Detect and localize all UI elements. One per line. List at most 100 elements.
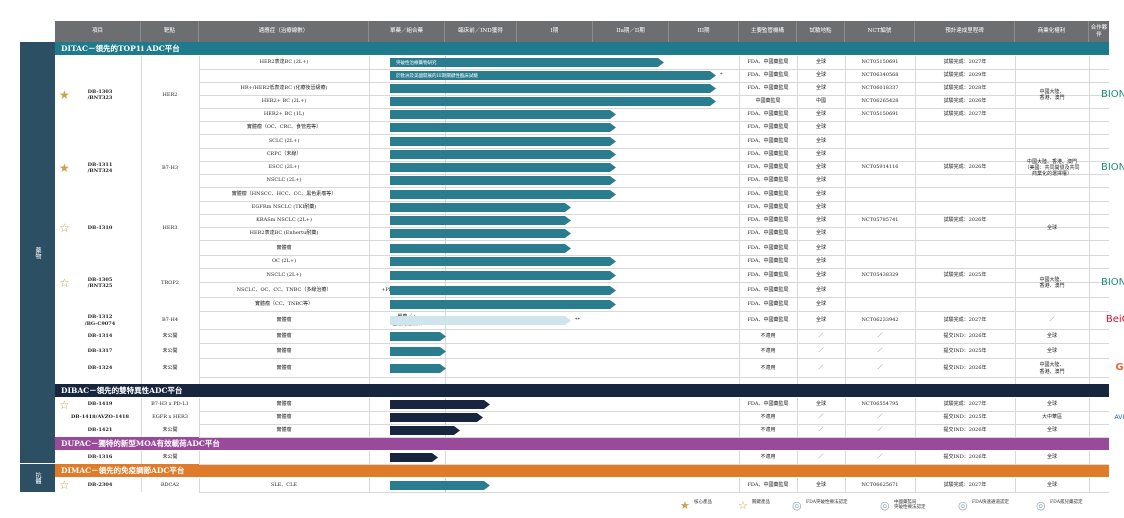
grid-line: [199, 297, 1109, 298]
progress-bar: [390, 400, 490, 409]
milestone-cell: [915, 255, 1015, 268]
grid-line: [141, 478, 142, 492]
filled-star-icon: ★: [59, 161, 70, 175]
project-name: DB-1311 /BNT324: [87, 161, 113, 174]
regulator-cell: FDA、中國藥監局: [747, 111, 789, 118]
regulator-cell: FDA、中國藥監局: [747, 177, 789, 184]
commercial-cell: 全球: [1046, 333, 1057, 340]
nct-cell: NCT05785741: [861, 217, 899, 224]
grid-line: [1015, 451, 1016, 464]
indication-cell: ESCC (2L+): [268, 164, 300, 171]
milestone-cell: 試驗完成：2027年: [943, 481, 987, 488]
site-cell: 全球: [815, 401, 826, 408]
milestone-cell: [915, 148, 1015, 161]
progress-bar: 突破性治療藥物研究: [390, 58, 664, 67]
milestone-cell: 試驗完成：2027年: [943, 111, 987, 118]
outline-star-icon: ☆: [59, 221, 70, 235]
indication-cell: 實體瘤（OC、CRC、食管癌等）: [246, 124, 322, 131]
header-nct: NCT編號: [845, 21, 915, 42]
milestone-cell: 試驗完成：2026年: [943, 98, 987, 105]
grid-line: [915, 451, 916, 464]
indication-cell: 實體瘤: [276, 317, 292, 324]
regulator-cell: FDA、中國藥監局: [747, 151, 789, 158]
indication-cell: [199, 69, 369, 82]
regulator-cell: FDA、中國藥監局: [747, 191, 789, 198]
site-cell: 全球: [815, 258, 826, 265]
indication-cell: 實體瘤: [276, 333, 292, 340]
site-cell: ／: [818, 427, 824, 434]
grid-line: [1089, 398, 1090, 437]
grid-line: [199, 187, 1109, 188]
nct-cell: NCT06554795: [861, 401, 899, 408]
site-cell: 全球: [815, 204, 826, 211]
grid-line: [915, 56, 916, 384]
fda-orphan-icon: ◎: [1036, 499, 1046, 512]
nct-cell: NCT06265428: [861, 98, 899, 105]
indication-cell: NSCLC (2L+): [266, 177, 302, 184]
milestone-cell: 試驗完成：2027年: [943, 401, 987, 408]
progress-bar: [390, 84, 716, 93]
milestone-cell: 試驗完成：2026年: [943, 164, 987, 171]
indication-cell: 實體瘤（HNSCC、HCC、CC、黑色素瘤等）: [231, 191, 337, 198]
regulator-cell: FDA、中國藥監局: [747, 138, 789, 145]
indication-cell: SLE、CLE: [270, 481, 298, 488]
milestone-cell: [915, 297, 1015, 311]
milestone-cell: [915, 188, 1015, 201]
grid-line: [1089, 56, 1090, 384]
grid-line: [199, 282, 1109, 283]
site-cell: ／: [818, 365, 824, 372]
grid-line: [199, 161, 1109, 162]
nct-cell: [845, 255, 915, 268]
milestone-cell: 提交IND：2026年: [943, 427, 987, 434]
progress-bar: [390, 364, 446, 373]
nct-cell: NCT06625671: [861, 481, 899, 488]
grid-line: [199, 69, 1109, 70]
nct-cell: [845, 135, 915, 148]
regulator-cell: FDA、中國藥監局: [747, 124, 789, 131]
nct-cell: [845, 188, 915, 201]
commercial-cell: 全球: [1046, 401, 1057, 408]
indication-cell: HER2+ BC (1L): [263, 111, 305, 118]
site-cell: 全球: [815, 177, 826, 184]
milestone-cell: 試驗完成：2029年: [943, 72, 987, 79]
site-cell: 全球: [815, 59, 826, 66]
site-cell: 全球: [815, 151, 826, 158]
regulator-cell: FDA、中國藥監局: [747, 481, 789, 488]
header-commercial: 商業化權利: [1015, 21, 1089, 42]
progress-bar: [390, 481, 490, 490]
nct-cell: [845, 297, 915, 311]
site-cell: 全球: [815, 481, 826, 488]
nct-cell: [845, 121, 915, 134]
target-cell: HER2: [162, 91, 178, 98]
outline-star-icon: ☆: [59, 397, 70, 412]
nct-cell: NCT05150691: [861, 111, 899, 118]
header-phase3: III期: [669, 21, 739, 42]
nct-cell: ／: [877, 347, 883, 354]
site-cell: 全球: [815, 111, 826, 118]
indication-cell: CRPC（末線）: [266, 151, 302, 158]
commercial-cell: 中國大陸、 香港、澳門: [1039, 362, 1065, 375]
grid-line: [445, 451, 446, 464]
progress-bar: [390, 229, 571, 238]
target-cell: B7-H4: [161, 317, 179, 324]
progress-bar: [390, 426, 460, 435]
grid-line: [199, 358, 1109, 359]
grid-line: [845, 478, 846, 492]
header-preclinical: 臨床前／IND獲得: [445, 21, 517, 42]
nct-cell: [845, 241, 915, 255]
grid-line: [199, 240, 1109, 241]
grid-line: [199, 343, 1109, 344]
site-cell: 全球: [815, 271, 826, 278]
site-cell: ／: [818, 454, 824, 461]
grid-line: [141, 398, 142, 437]
milestone-cell: 試驗完成：2026年: [943, 217, 987, 224]
header-region: 試驗地點: [797, 21, 845, 42]
grid-line: [141, 451, 142, 464]
sidebar-drug: 藥物: [20, 42, 55, 463]
sidebar-antibody: 抗體: [20, 464, 55, 492]
regulator-cell: FDA、中國藥監局: [747, 317, 789, 324]
grid-line: [845, 451, 846, 464]
progress-bar: [390, 110, 616, 119]
indication-cell: 實體瘤: [276, 427, 292, 434]
legend-label: FDA孤兒藥認定: [1050, 500, 1083, 505]
